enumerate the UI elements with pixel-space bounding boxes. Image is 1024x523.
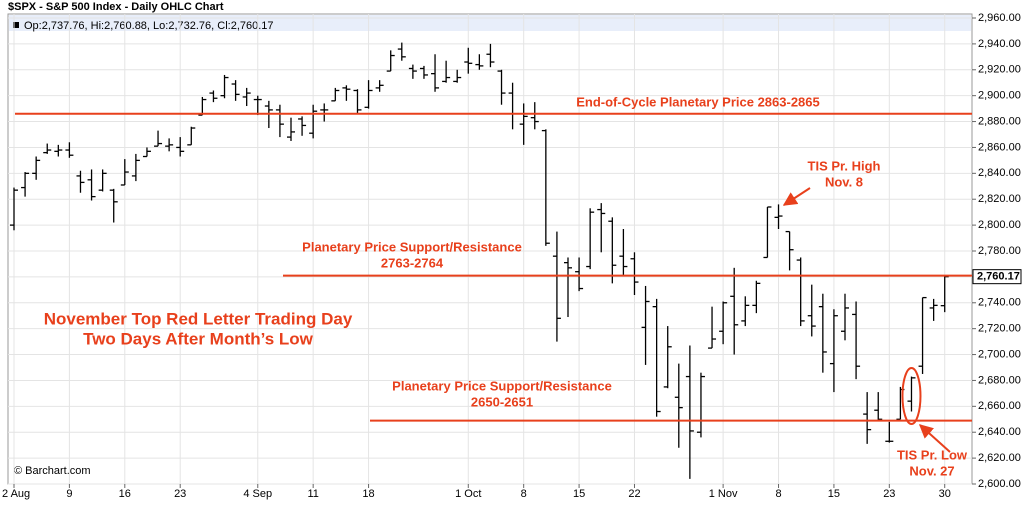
y-tick-label: 2,840.00 xyxy=(978,167,1021,179)
watermark: © Barchart.com xyxy=(14,465,91,477)
arrow xyxy=(782,187,811,206)
x-tick-label: 2 Aug xyxy=(2,488,30,500)
chart-title: $SPX - S&P 500 Index - Daily OHLC Chart xyxy=(8,1,224,13)
highlight-ellipse xyxy=(901,366,922,425)
y-tick-label: 2,720.00 xyxy=(978,323,1021,335)
y-tick-label: 2,880.00 xyxy=(978,115,1021,127)
y-tick-label: 2,860.00 xyxy=(978,141,1021,153)
y-tick-label: 2,940.00 xyxy=(978,38,1021,50)
last-price-label: 2,760.17 xyxy=(977,271,1020,283)
y-tick-label: 2,600.00 xyxy=(978,478,1021,490)
annotation: TIS Pr. High xyxy=(808,158,881,173)
x-tick-label: 15 xyxy=(828,488,840,500)
top-band xyxy=(9,15,971,31)
x-tick-label: 1 Oct xyxy=(455,488,481,500)
annotation: Planetary Price Support/Resistance xyxy=(392,378,612,393)
x-tick-label: 22 xyxy=(628,488,640,500)
annotation: Nov. 8 xyxy=(825,174,863,189)
plot-frame xyxy=(7,13,973,485)
y-tick-label: 2,740.00 xyxy=(978,297,1021,309)
info-line: Op:2,737.76, Hi:2,760.88, Lo:2,732.76, C… xyxy=(24,20,274,32)
y-tick-label: 2,800.00 xyxy=(978,219,1021,231)
x-tick-label: 30 xyxy=(939,488,951,500)
x-tick-label: 4 Sep xyxy=(243,488,272,500)
x-tick-label: 18 xyxy=(362,488,374,500)
x-tick-label: 9 xyxy=(66,488,72,500)
x-tick-label: 23 xyxy=(174,488,186,500)
annotation: TIS Pr. Low xyxy=(897,447,968,462)
last-price-box xyxy=(972,269,1022,285)
arrow xyxy=(918,424,951,453)
y-tick-label: 2,640.00 xyxy=(978,426,1021,438)
y-tick-label: 2,820.00 xyxy=(978,193,1021,205)
y-tick-label: 2,780.00 xyxy=(978,245,1021,257)
x-tick-label: 16 xyxy=(119,488,131,500)
x-tick-label: 15 xyxy=(573,488,585,500)
y-tick-label: 2,620.00 xyxy=(978,452,1021,464)
annotation: 2650-2651 xyxy=(471,394,533,409)
y-tick-label: 2,700.00 xyxy=(978,348,1021,360)
y-tick-label: 2,960.00 xyxy=(978,12,1021,24)
annotation: November Top Red Letter Trading Day xyxy=(44,309,353,328)
x-tick-label: 8 xyxy=(775,488,781,500)
y-tick-label: 2,900.00 xyxy=(978,90,1021,102)
annotation: 2763-2764 xyxy=(381,255,444,270)
y-tick-label: 2,920.00 xyxy=(978,64,1021,76)
annotation: Nov. 27 xyxy=(909,463,954,478)
y-tick-label: 2,680.00 xyxy=(978,374,1021,386)
y-tick-label: 2,660.00 xyxy=(978,400,1021,412)
x-tick-label: 23 xyxy=(883,488,895,500)
annotation: Two Days After Month’s Low xyxy=(83,329,314,348)
annotation: End-of-Cycle Planetary Price 2863-2865 xyxy=(576,94,820,109)
x-tick-label: 8 xyxy=(521,488,527,500)
x-tick-label: 11 xyxy=(307,488,318,500)
annotation: Planetary Price Support/Resistance xyxy=(302,239,522,254)
info-icon xyxy=(13,22,19,28)
x-tick-label: 1 Nov xyxy=(709,488,738,500)
